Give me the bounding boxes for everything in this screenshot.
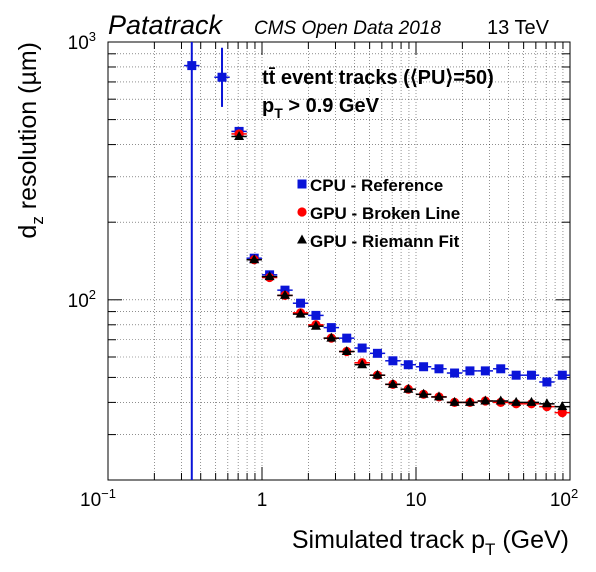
y-axis-label: dz resolution (µm) [14, 42, 47, 239]
y-tick-label: 103 [68, 29, 96, 54]
pt-cut-p: p [262, 95, 274, 117]
data-point [464, 396, 475, 406]
data-point [372, 348, 382, 358]
data-layer [184, 42, 570, 480]
data-point [357, 359, 368, 369]
x-tick-label: 10−1 [80, 486, 116, 511]
data-point [557, 370, 567, 380]
legend-marker [297, 234, 307, 244]
data-point [434, 364, 444, 374]
experiment-label: Patatrack [108, 10, 224, 40]
data-point [403, 360, 413, 370]
tick-labels: 10−1 1 10 102 102 103 [68, 29, 579, 511]
data-point [341, 346, 352, 356]
data-point [234, 130, 245, 140]
legend-label: GPU - Riemann Fit [310, 232, 460, 251]
data-point [387, 378, 398, 388]
data-point [249, 254, 260, 264]
x-axis-label: Simulated track pT (GeV) [292, 526, 569, 559]
data-point [419, 362, 429, 372]
data-point [496, 364, 506, 374]
data-point [495, 395, 506, 405]
data-point [511, 396, 522, 406]
legend: CPU - Reference GPU - Broken Line GPU - Ri… [297, 176, 460, 251]
data-point [342, 333, 352, 343]
data-point [526, 396, 537, 406]
data-point [480, 395, 491, 405]
data-point [450, 368, 460, 378]
data-point [326, 323, 336, 333]
pt-cut-sub: T [274, 105, 283, 121]
data-point [480, 366, 490, 376]
x-tick-label: 10 [405, 490, 426, 511]
axis-ticks [107, 42, 570, 481]
data-point [557, 401, 568, 411]
data-point [542, 377, 552, 387]
data-point [557, 408, 567, 418]
dataset-label: CMS Open Data 2018 [254, 18, 441, 39]
data-point [279, 289, 290, 299]
legend-marker [297, 207, 307, 217]
data-point [511, 370, 521, 380]
pt-cut-rest: > 0.9 GeV [283, 95, 380, 117]
data-point [541, 398, 552, 408]
data-point [449, 396, 460, 406]
energy-label: 13 TeV [487, 17, 550, 39]
legend-label: GPU - Broken Line [310, 204, 460, 223]
data-point [526, 370, 536, 380]
data-point [310, 320, 321, 330]
data-point [217, 72, 227, 82]
data-point [264, 271, 275, 281]
data-point [295, 308, 306, 318]
grid [108, 42, 570, 481]
event-annotation: tt̄ event tracks (⟨PU⟩=50) [262, 67, 494, 89]
x-tick-label: 102 [550, 486, 578, 511]
data-point [357, 343, 367, 353]
data-point [465, 366, 475, 376]
data-point [296, 298, 306, 308]
data-point [311, 310, 321, 320]
data-point [326, 332, 337, 342]
data-point [403, 383, 414, 393]
x-tick-label: 1 [257, 490, 268, 511]
legend-label: CPU - Reference [310, 176, 443, 195]
pt-cut-annotation: pT > 0.9 GeV [262, 95, 380, 121]
data-point [418, 388, 429, 398]
data-point [433, 391, 444, 401]
data-point [187, 61, 197, 71]
y-tick-label: 102 [68, 287, 96, 312]
series-triangle [231, 130, 570, 411]
data-point [388, 356, 398, 366]
legend-marker [297, 179, 307, 189]
data-point [372, 369, 383, 379]
